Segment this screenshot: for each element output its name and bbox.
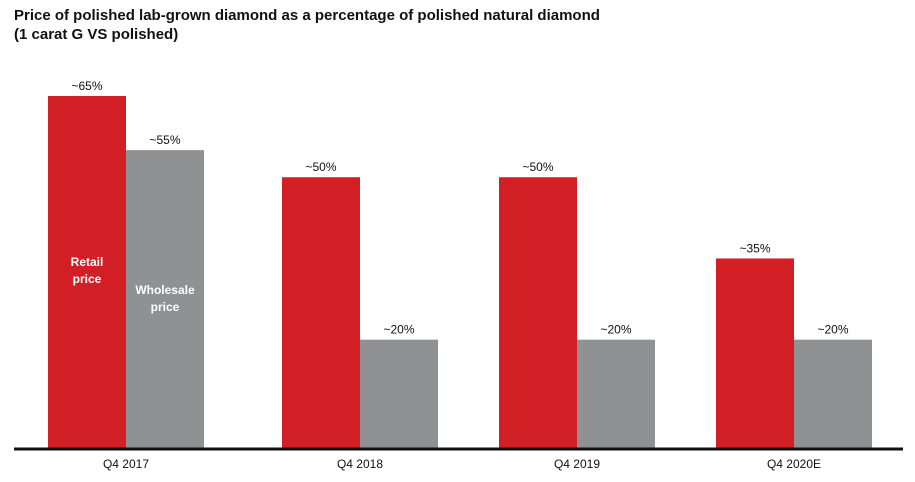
series-label-wholesale-price-line-1: Wholesale xyxy=(135,283,195,297)
x-tick-label-2: Q4 2018 xyxy=(337,457,383,471)
series-label-retail-price-line-2: price xyxy=(73,272,102,286)
x-tick-label-3: Q4 2019 xyxy=(554,457,600,471)
data-label-wholesale-price-1: ~55% xyxy=(149,133,180,147)
data-label-retail-price-3: ~50% xyxy=(522,160,553,174)
bar-wholesale-price-1 xyxy=(126,150,204,448)
data-label-retail-price-2: ~50% xyxy=(305,160,336,174)
series-label-retail-price-line-1: Retail xyxy=(71,255,104,269)
data-label-wholesale-price-3: ~20% xyxy=(600,323,631,337)
bar-wholesale-price-2 xyxy=(360,339,438,448)
bar-wholesale-price-4 xyxy=(794,339,872,448)
chart-title: Price of polished lab-grown diamond as a… xyxy=(14,7,600,24)
series-label-wholesale-price-line-2: price xyxy=(151,300,180,314)
bar-retail-price-4 xyxy=(716,258,794,448)
data-label-wholesale-price-4: ~20% xyxy=(817,323,848,337)
data-label-retail-price-4: ~35% xyxy=(739,241,770,255)
data-label-retail-price-1: ~65% xyxy=(71,79,102,93)
chart-title-block: Price of polished lab-grown diamond as a… xyxy=(14,6,874,44)
bar-wholesale-price-3 xyxy=(577,339,655,448)
x-tick-label-1: Q4 2017 xyxy=(103,457,149,471)
data-label-wholesale-price-2: ~20% xyxy=(383,323,414,337)
bar-retail-price-3 xyxy=(499,177,577,448)
chart-subtitle: (1 carat G VS polished) xyxy=(14,26,179,43)
x-tick-label-4: Q4 2020E xyxy=(767,457,821,471)
bar-retail-price-1 xyxy=(48,96,126,448)
bar-retail-price-2 xyxy=(282,177,360,448)
